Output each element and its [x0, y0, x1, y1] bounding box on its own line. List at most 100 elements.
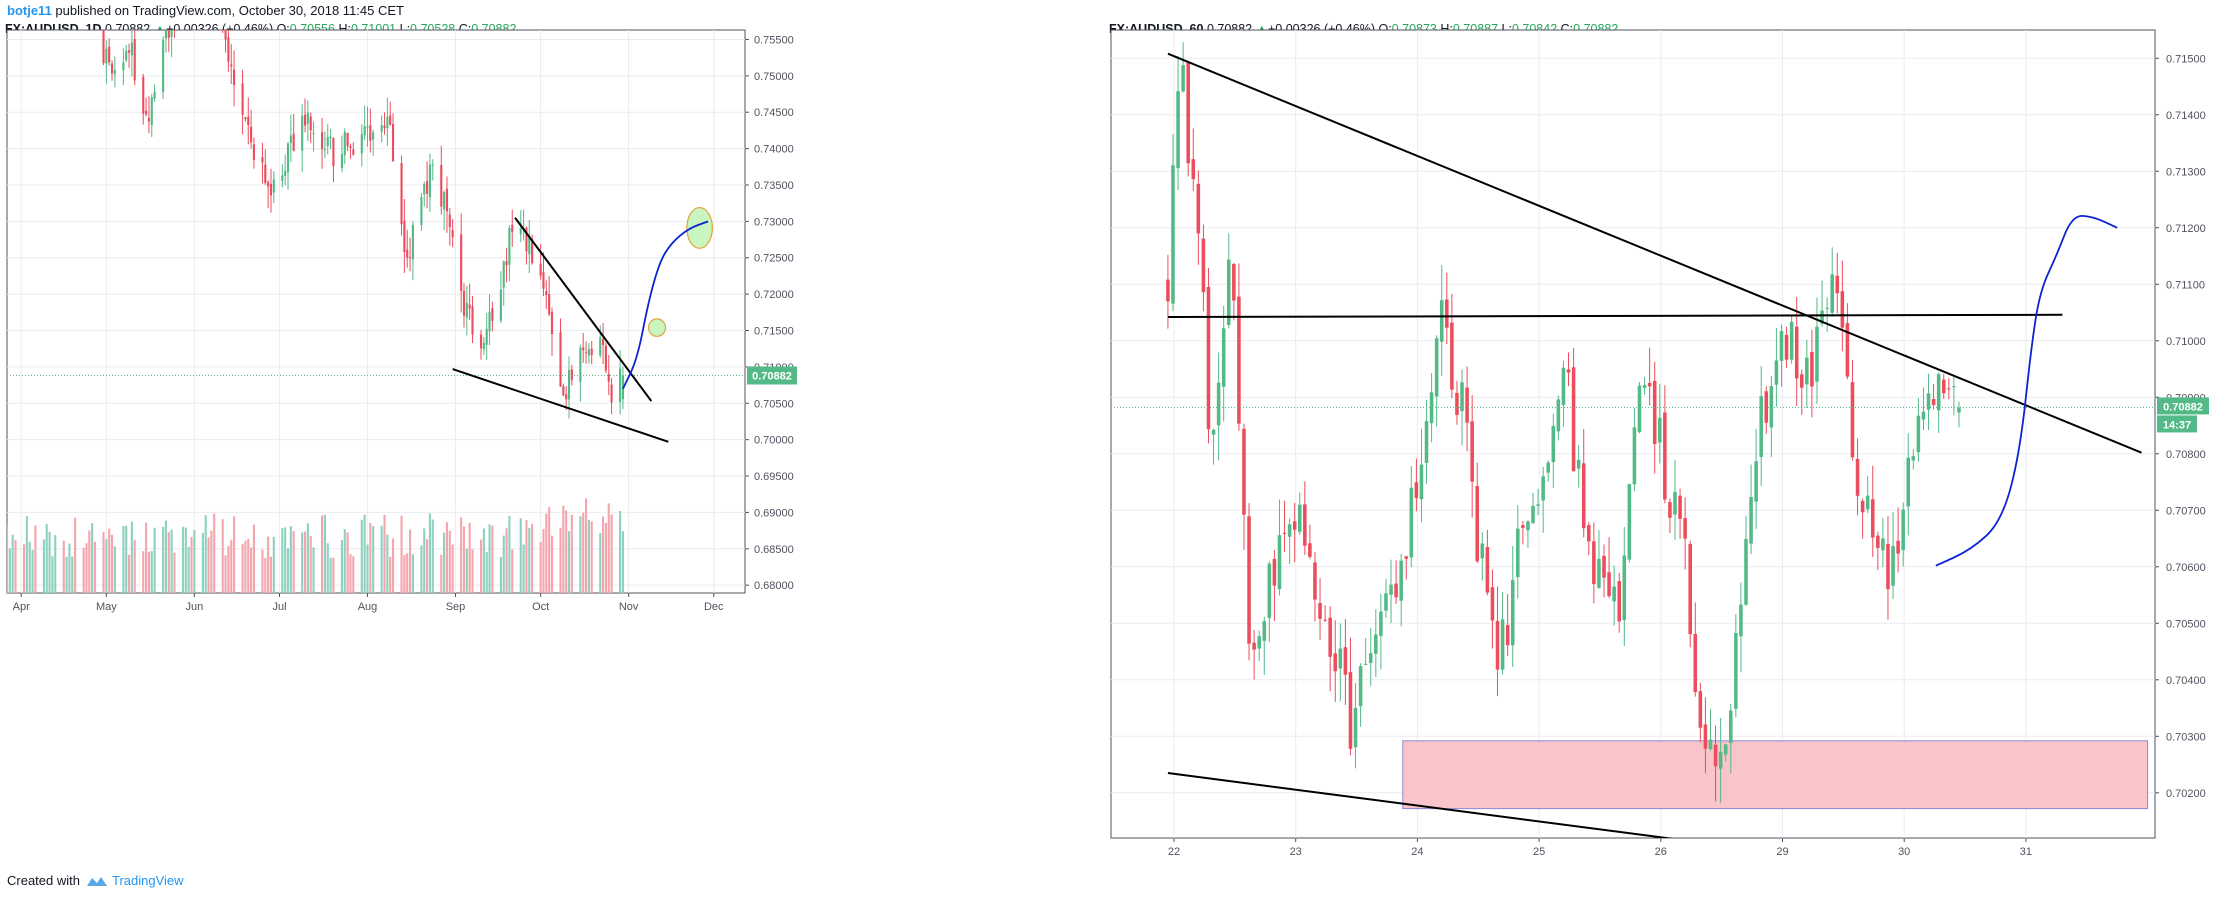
candle [1744, 539, 1748, 605]
candle [488, 311, 491, 332]
candle [1541, 476, 1545, 501]
candle [1384, 593, 1388, 611]
right-y-tick-label: 0.71200 [2166, 223, 2206, 235]
candle [1389, 584, 1393, 595]
candle [1434, 338, 1439, 397]
volume-bar [346, 532, 349, 593]
candle [1729, 710, 1733, 744]
candle [1348, 672, 1353, 749]
volume-bar [261, 549, 264, 593]
right-x-tick-label: 22 [1168, 846, 1180, 858]
volume-bar [372, 526, 375, 593]
candle [1247, 516, 1251, 644]
candle [1597, 558, 1601, 588]
volume-bar [173, 552, 176, 593]
volume-bar [542, 529, 545, 593]
volume-bar [170, 529, 173, 593]
candle [1460, 382, 1464, 412]
candle [1186, 62, 1190, 164]
candle [1865, 495, 1870, 510]
countdown-label: 14:37 [2163, 419, 2191, 431]
volume-bar [309, 535, 312, 593]
volume-bar [582, 512, 585, 593]
candle [1211, 429, 1216, 435]
trendline [1167, 772, 1674, 838]
candle [1759, 396, 1763, 458]
volume-bar [531, 523, 534, 593]
candle [108, 46, 111, 63]
volume-bar [471, 549, 474, 593]
candle [471, 306, 474, 335]
volume-bar [244, 540, 247, 593]
candle [301, 115, 304, 151]
author-link[interactable]: botje11 [7, 3, 52, 18]
candle [1308, 543, 1312, 557]
candle [363, 126, 366, 136]
right-x-tick-label: 23 [1290, 846, 1302, 858]
candle [1936, 374, 1941, 411]
volume-bar [221, 519, 224, 593]
candle [303, 114, 307, 126]
right-x-tick-label: 30 [1898, 846, 1910, 858]
candle [380, 124, 383, 132]
candle [1505, 624, 1510, 646]
volume-bar [369, 522, 372, 593]
candle [1536, 504, 1540, 506]
candle [519, 228, 522, 235]
candle [1622, 555, 1627, 620]
volume-bar [284, 527, 287, 593]
candle [1292, 521, 1297, 530]
candle [400, 163, 403, 225]
volume-bar [181, 526, 185, 593]
volume-bar [82, 547, 85, 593]
volume-bar [127, 554, 131, 593]
left-y-tick-label: 0.74000 [754, 144, 794, 156]
candle [1566, 369, 1571, 373]
left-x-tick-label: Jun [185, 601, 203, 613]
volume-bar [332, 557, 335, 593]
candle [167, 30, 170, 38]
volume-bar [610, 514, 613, 593]
candle [1678, 495, 1682, 519]
volume-bar [511, 549, 514, 593]
tradingview-link[interactable]: TradingView [86, 872, 184, 890]
created-with-text: Created with [7, 873, 80, 888]
candle [1272, 558, 1277, 586]
candle [352, 149, 355, 155]
candle [1820, 310, 1824, 324]
volume-bar [349, 554, 352, 593]
left-y-tick-label: 0.68500 [754, 544, 794, 556]
volume-bar [408, 529, 412, 593]
volume-bar [272, 536, 275, 593]
volume-bar [184, 527, 187, 593]
volume-bar [505, 528, 508, 593]
candle [1338, 648, 1343, 669]
left-x-tick-label: Sep [446, 601, 466, 613]
left-volume [7, 498, 625, 593]
right-chart: 0.71500 0.71400 0.71300 0.71200 0.71100 0.710… [1110, 29, 2209, 858]
candle [1297, 504, 1302, 532]
candle [1480, 543, 1485, 559]
volume-bar [153, 527, 156, 593]
candle [230, 64, 233, 67]
volume-bar [479, 539, 483, 593]
demand-zone [1402, 740, 2149, 810]
volume-bar [545, 513, 548, 593]
candle [105, 48, 108, 64]
candle [1191, 159, 1196, 180]
candle [1439, 300, 1444, 342]
candle [284, 170, 287, 176]
volume-bar [579, 516, 582, 593]
candle [462, 290, 466, 316]
candle [1470, 421, 1474, 482]
candle [582, 347, 585, 351]
volume-bar [565, 510, 568, 593]
candle [1592, 541, 1596, 585]
candle [1465, 387, 1469, 423]
candle [539, 263, 542, 276]
candle [604, 345, 607, 371]
candle [113, 70, 116, 75]
volume-bar [207, 537, 210, 593]
candle [1703, 724, 1708, 749]
